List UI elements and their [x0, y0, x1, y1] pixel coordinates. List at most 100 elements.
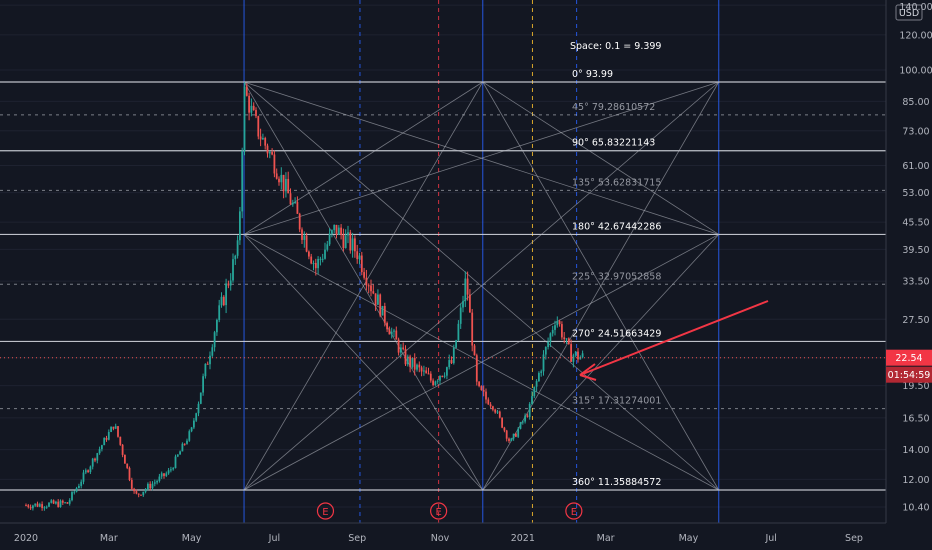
candle-body — [354, 238, 356, 252]
candle-body — [255, 110, 257, 117]
candle-body — [563, 337, 566, 340]
candle — [170, 466, 172, 473]
candle-body — [439, 375, 441, 381]
candle-body — [140, 494, 142, 496]
x-tick-0: 2020 — [14, 533, 38, 544]
candle — [340, 224, 342, 240]
candle — [48, 502, 50, 508]
candle — [73, 490, 76, 495]
candle-body — [66, 502, 69, 504]
candle-body — [482, 390, 485, 392]
candle-body — [291, 202, 294, 205]
candle — [363, 267, 365, 280]
candle — [294, 197, 296, 204]
candle-body — [485, 391, 487, 400]
gann-level-label-8: 360° 11.35884572 — [572, 477, 661, 488]
candle — [236, 235, 239, 259]
candle — [519, 421, 522, 430]
candle-body — [312, 262, 315, 264]
candle-body — [32, 505, 34, 509]
candle — [535, 379, 538, 392]
candle-body — [287, 178, 290, 194]
candle-body — [135, 491, 138, 494]
candle — [494, 408, 497, 414]
candle — [418, 361, 421, 373]
candle — [324, 242, 326, 260]
candle-body — [218, 305, 221, 320]
candle — [443, 372, 446, 379]
candle — [487, 397, 490, 405]
candle-body — [78, 485, 80, 489]
candle-body — [448, 360, 451, 368]
grid — [0, 4, 886, 508]
candle-body — [521, 421, 524, 423]
candle — [144, 488, 147, 494]
candle — [248, 92, 250, 121]
gann-level-label-1: 45° 79.28610572 — [572, 102, 655, 113]
candle-body — [243, 86, 246, 151]
candle-body — [459, 307, 462, 324]
candle — [448, 354, 451, 370]
candle-body — [130, 479, 133, 489]
candle-body — [43, 507, 46, 509]
candle — [151, 481, 154, 491]
candle-body — [216, 319, 218, 333]
candle — [351, 232, 354, 258]
candle — [561, 321, 563, 340]
candle — [337, 225, 340, 235]
candle — [121, 443, 124, 458]
candle-body — [413, 358, 416, 370]
last-price-badge: 22.54 — [886, 349, 932, 366]
candle-body — [268, 152, 271, 154]
candle — [218, 299, 221, 323]
candle — [547, 337, 549, 350]
candle — [114, 423, 117, 430]
x-tick-1: Mar — [100, 533, 118, 544]
candle-body — [94, 458, 96, 461]
candle-body — [248, 95, 250, 113]
candle — [452, 344, 455, 365]
candle-body — [570, 344, 572, 362]
candle-body — [333, 224, 336, 231]
candle — [239, 206, 241, 245]
candle — [429, 371, 432, 383]
candle-body — [273, 154, 276, 174]
candle — [551, 325, 554, 337]
candle — [305, 232, 308, 253]
candle — [68, 498, 71, 506]
candle-body — [68, 500, 71, 504]
candle — [319, 256, 322, 266]
candle — [425, 367, 428, 374]
y-tick-15: 12.00 — [902, 475, 929, 486]
candle — [533, 386, 536, 399]
y-tick-3: 85.00 — [902, 97, 929, 108]
candle — [413, 353, 416, 376]
candle-body — [556, 321, 559, 326]
candle — [485, 388, 487, 404]
candle — [211, 344, 214, 358]
candle — [344, 229, 347, 249]
candle — [342, 228, 345, 252]
candle — [128, 466, 131, 482]
candle-body — [202, 376, 204, 393]
candle-body — [365, 277, 368, 286]
candle — [469, 289, 471, 313]
candle — [87, 469, 89, 474]
earnings-marker-2: E — [565, 502, 583, 520]
candle — [234, 254, 237, 265]
last-price-box — [886, 349, 932, 366]
candle-body — [149, 483, 152, 489]
y-tick-13: 16.50 — [902, 413, 929, 424]
candle-body — [36, 503, 39, 507]
candle-body — [340, 227, 342, 235]
candle — [227, 280, 230, 289]
candle — [119, 436, 122, 446]
candle-body — [328, 233, 331, 245]
candle-body — [186, 440, 188, 444]
candle-body — [418, 364, 421, 368]
candle — [434, 380, 437, 386]
candle — [278, 176, 280, 186]
candle — [117, 425, 119, 438]
candle — [222, 295, 225, 307]
